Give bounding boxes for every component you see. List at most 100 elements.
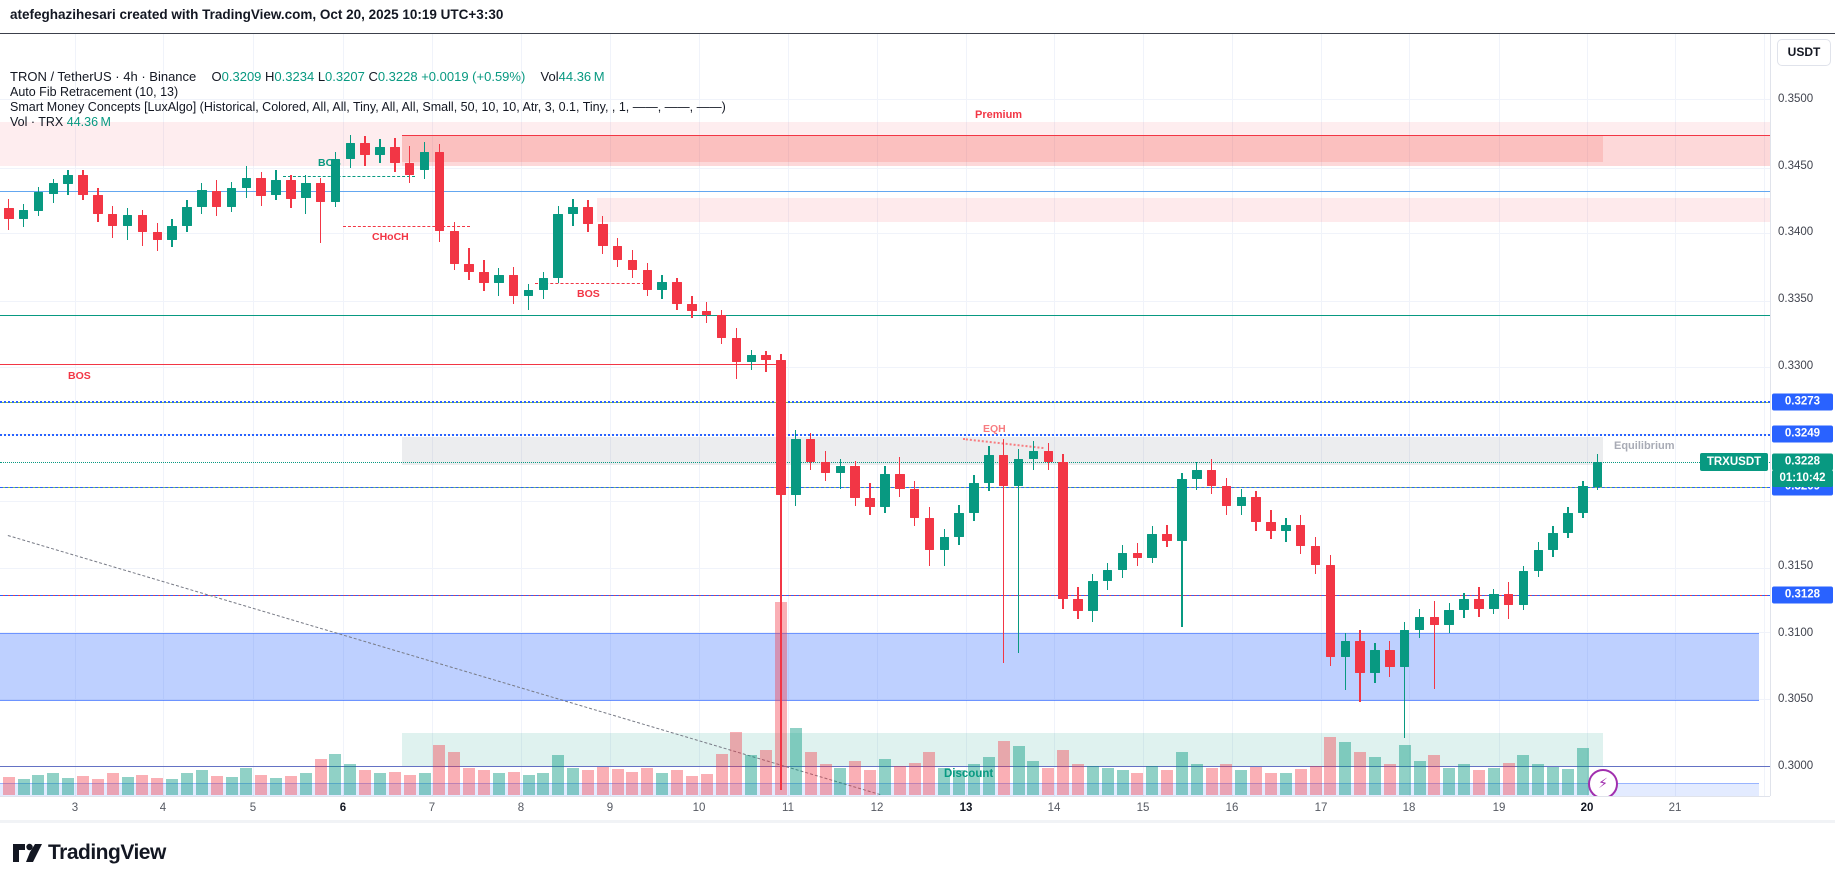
volume-bar — [997, 741, 1010, 795]
volume-bar — [121, 777, 134, 795]
horizontal-gridline — [0, 568, 1770, 569]
candle — [494, 275, 504, 284]
time-axis[interactable]: 3 4 5 6 7 8 9 10 11 12 13 14 15 16 17 18 19 20 21 — [0, 796, 1770, 821]
volume-bar — [492, 773, 505, 795]
bos-level — [0, 364, 777, 366]
volume-bar — [284, 776, 297, 795]
vertical-gridline — [343, 34, 344, 796]
legend-volume-row[interactable]: Vol · TRX 44.36 M — [10, 115, 1210, 130]
symbol-name: TRON / TetherUS — [10, 69, 112, 84]
candle — [969, 483, 979, 513]
credit-text: atefeghazihesari created with TradingVie… — [10, 7, 504, 22]
volume-indicator-value: 44.36 M — [66, 115, 111, 129]
candle-wick — [527, 284, 530, 310]
candle — [835, 465, 846, 473]
volume-bar — [255, 774, 268, 795]
candle — [1325, 564, 1336, 657]
volume-bar — [893, 765, 906, 795]
price-tick-0.3500: 0.3500 — [1778, 93, 1814, 105]
vertical-gridline — [699, 34, 700, 796]
price-badge-0.3273: 0.3273 — [1772, 393, 1833, 411]
volume-bar — [789, 727, 802, 795]
candle — [1414, 616, 1425, 630]
candle — [1295, 524, 1306, 546]
candle — [1563, 512, 1573, 533]
candle — [1474, 599, 1484, 609]
discount-band — [402, 732, 1603, 766]
blue-level — [0, 191, 1770, 193]
boost-lightning-icon[interactable]: ⚡ — [1588, 769, 1618, 796]
volume-bar — [982, 756, 995, 795]
volume-bar — [1101, 768, 1114, 795]
volume-bar — [195, 770, 208, 795]
volume-bar — [834, 768, 847, 795]
volume-bar — [1339, 741, 1352, 795]
volume-bar — [878, 759, 891, 795]
candle-wick — [839, 459, 842, 489]
candle — [984, 455, 994, 484]
tradingview-wordmark[interactable]: TradingView — [48, 841, 166, 864]
credit-header: atefeghazihesari created with TradingVie… — [0, 0, 1835, 28]
horizontal-gridline — [0, 367, 1770, 368]
volume-bar — [953, 770, 966, 795]
volume-bar — [626, 771, 639, 795]
date-label-4: 4 — [159, 802, 167, 814]
volume-bar — [1428, 754, 1441, 795]
candle — [1206, 469, 1217, 486]
tradingview-logo-icon[interactable] — [12, 840, 42, 866]
candle-wick — [1403, 621, 1406, 738]
candle — [419, 152, 430, 170]
horizontal-gridline — [0, 99, 1770, 100]
candle — [776, 360, 786, 496]
ohlc-low-value: 0.3207 — [325, 69, 365, 84]
exchange-label: Binance — [149, 69, 197, 84]
volume-bar — [374, 773, 386, 795]
price-tick-0.3400: 0.3400 — [1778, 226, 1814, 239]
ohlc-high-letter: H — [265, 69, 275, 84]
ohlc-open-letter: O — [211, 69, 222, 84]
volume-bar — [923, 752, 936, 795]
candle — [1132, 552, 1143, 558]
equilibrium-line — [0, 461, 1770, 463]
supply-band-light — [0, 121, 1770, 166]
chart-plot-area[interactable]: BOS CHoCH BOS BOS Premium Equilibrium Discount… — [0, 34, 1770, 796]
volume-bar — [1487, 768, 1500, 795]
currency-toggle-button[interactable]: USDT — [1777, 39, 1831, 66]
volume-bar — [1086, 765, 1099, 795]
volume-bar — [715, 753, 728, 795]
candle — [1088, 580, 1098, 612]
interval-label[interactable]: 4h — [123, 69, 138, 84]
horizontal-gridline — [0, 168, 1770, 169]
separator: · — [115, 69, 120, 84]
candle — [612, 245, 623, 261]
volume-bar — [1413, 761, 1426, 795]
candle — [672, 281, 682, 305]
price-tick-0.3000: 0.3000 — [1778, 760, 1814, 772]
legend-smc-row[interactable]: Smart Money Concepts [LuxAlgo] (Historic… — [10, 100, 1210, 115]
candle — [48, 183, 59, 194]
volume-bar — [1190, 763, 1203, 795]
vertical-gridline — [1675, 34, 1676, 796]
candle — [924, 517, 935, 550]
volume-bar — [1532, 763, 1545, 795]
horizontal-gridline — [0, 699, 1770, 700]
candle — [865, 497, 875, 508]
vertical-gridline — [877, 34, 878, 796]
date-label-3: 3 — [71, 802, 79, 814]
candle — [1102, 569, 1113, 581]
legend-symbol-row[interactable]: TRON / TetherUS · 4h · Binance O0.3209 H… — [10, 69, 1210, 85]
candle — [568, 207, 578, 214]
candle — [627, 260, 638, 270]
volume-bar — [1562, 768, 1574, 795]
candle — [1399, 629, 1410, 668]
date-label-10: 10 — [692, 802, 706, 814]
volume-bar — [463, 768, 476, 795]
candle — [1073, 599, 1083, 612]
volume-bar — [1071, 763, 1084, 795]
legend-fib-row[interactable]: Auto Fib Retracement (10, 13) — [10, 85, 1210, 100]
volume-bar — [1220, 764, 1233, 795]
volume-bar — [2, 777, 15, 795]
candle — [375, 147, 385, 156]
price-axis[interactable]: USDT 0.3500 0.3450 0.3400 0.3350 0.3300 0.315… — [1770, 34, 1835, 796]
vertical-gridline — [1054, 34, 1055, 796]
